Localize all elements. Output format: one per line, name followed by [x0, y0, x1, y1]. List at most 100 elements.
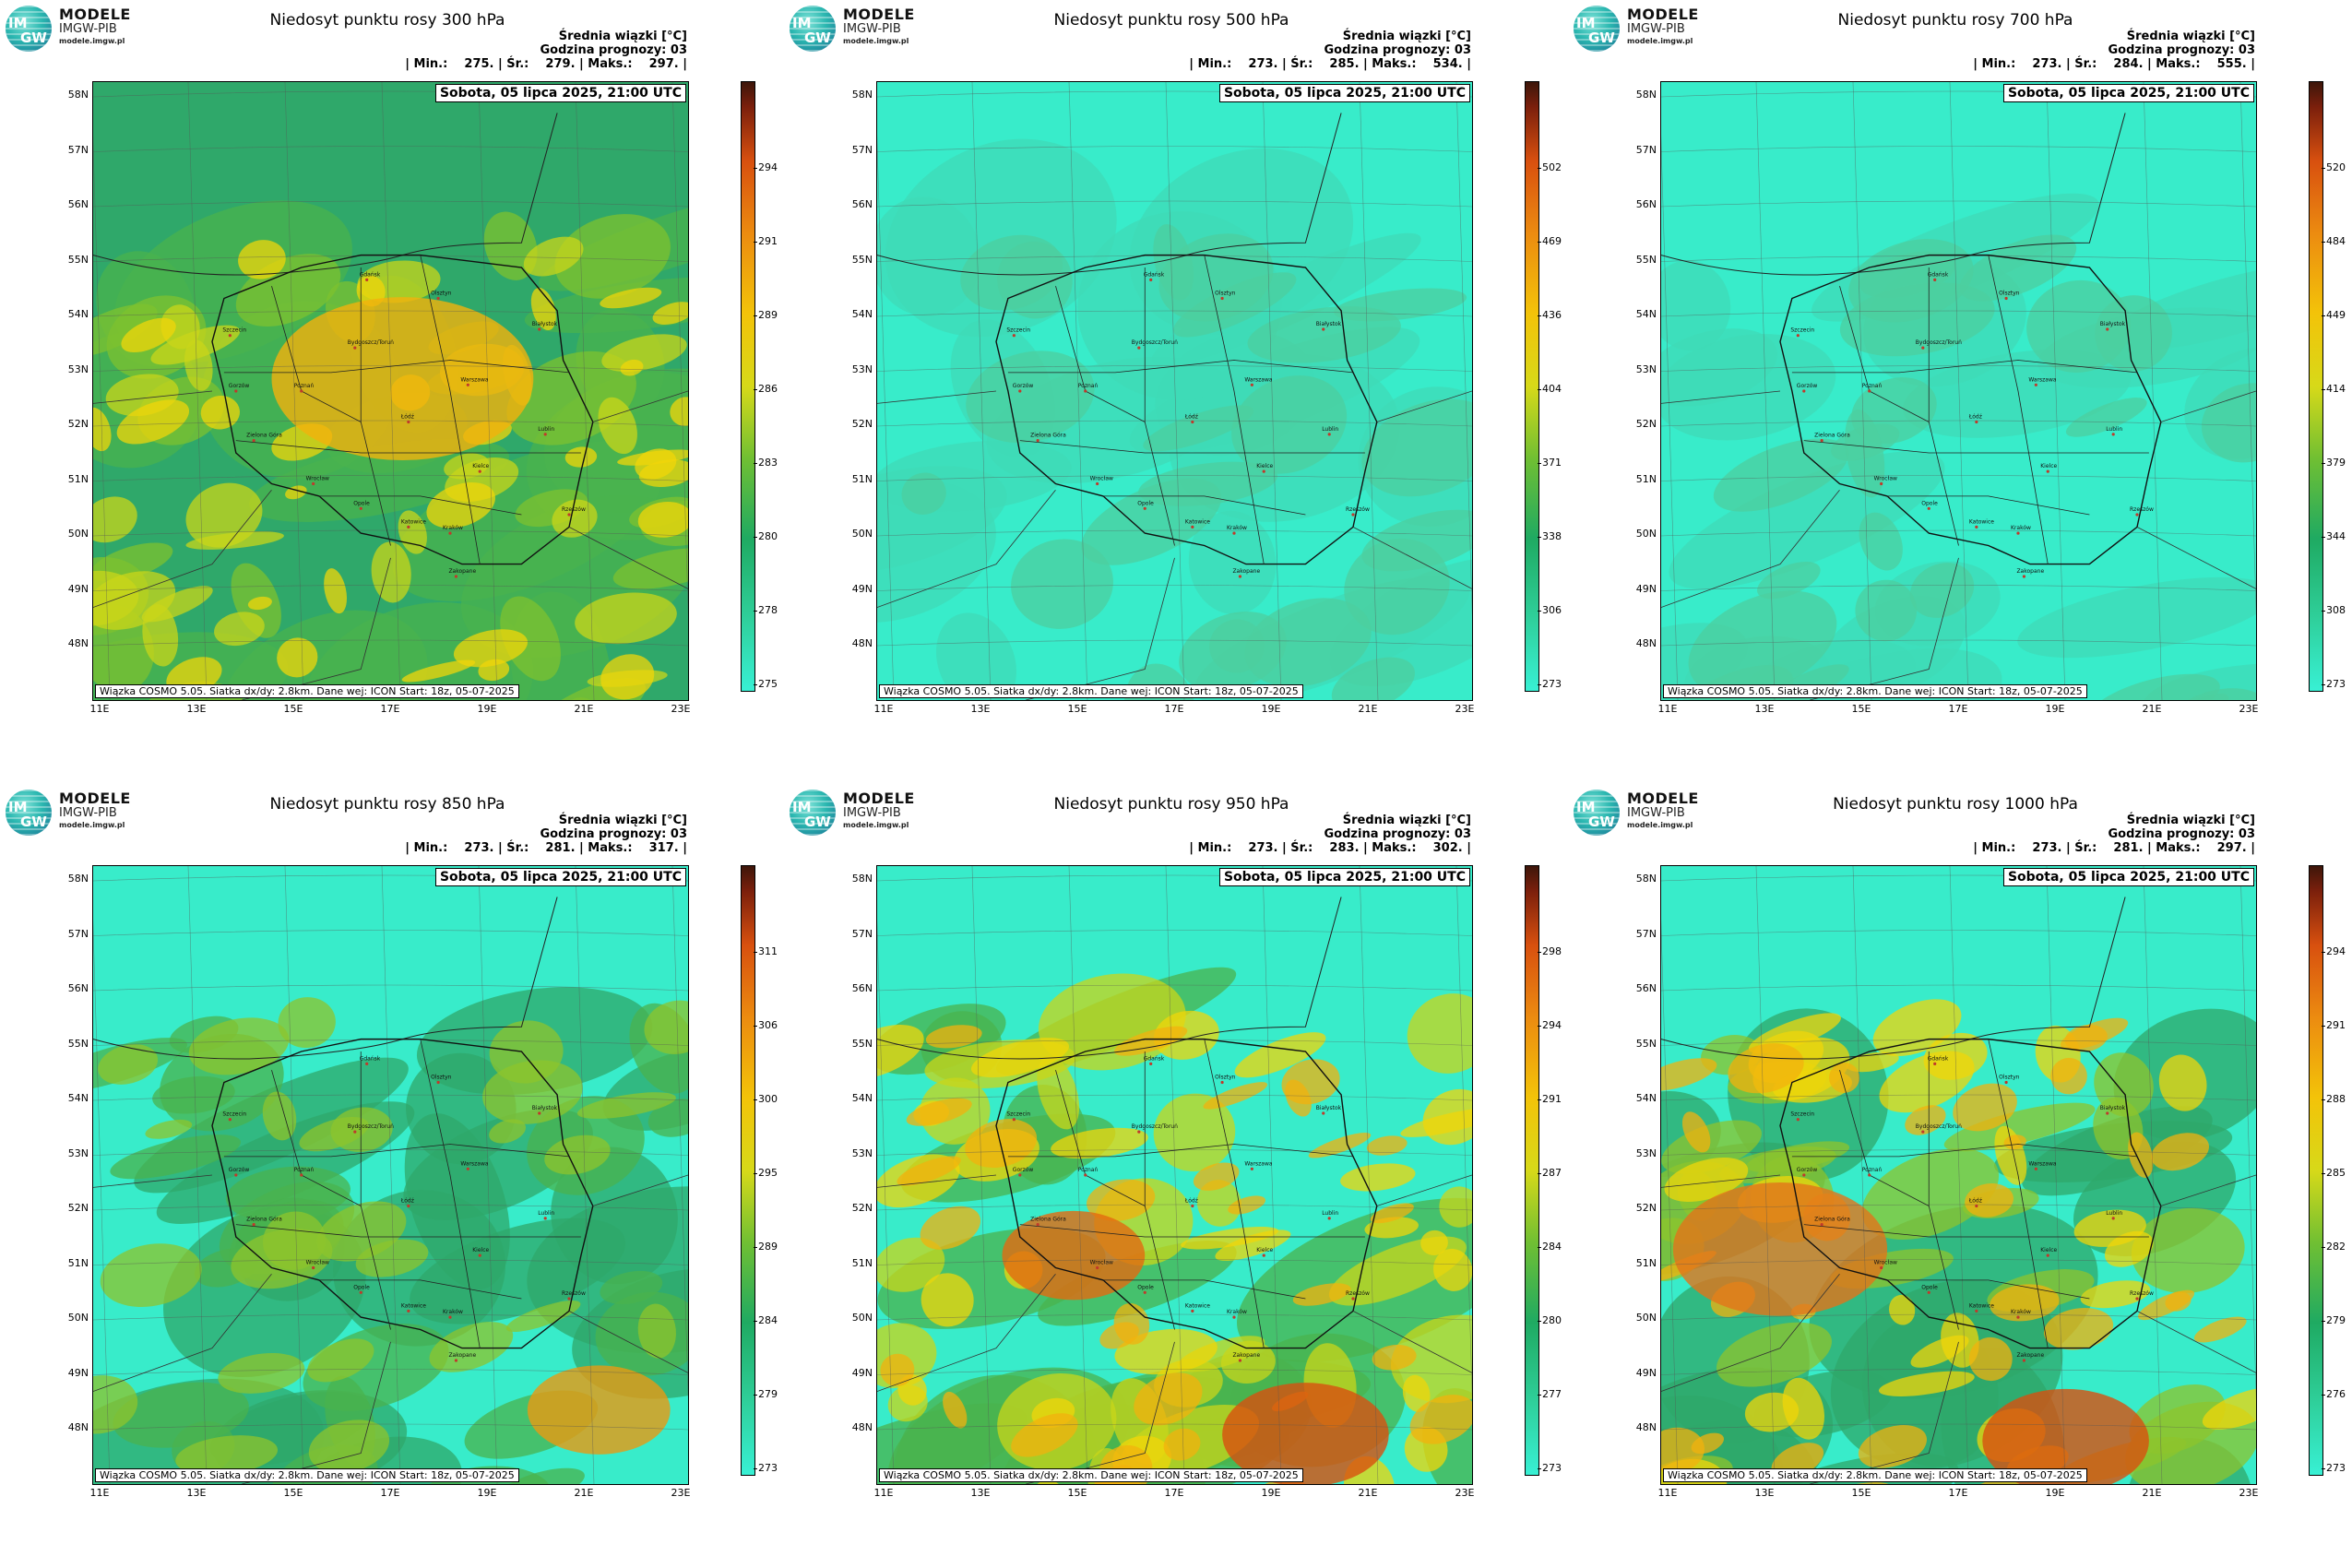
parallel-line — [877, 200, 1472, 208]
latitude-label: 51N — [851, 472, 873, 485]
field-blob — [2073, 1209, 2146, 1247]
field-blob — [113, 1382, 249, 1448]
latitude-label: 53N — [67, 1146, 89, 1159]
logo-url: modele.imgw.pl — [59, 821, 125, 829]
field-blob — [1037, 1055, 1080, 1130]
voivodeship-border — [360, 1051, 391, 1330]
field-blob — [307, 1338, 374, 1383]
field-blob — [100, 1243, 202, 1307]
field-blob — [997, 241, 1073, 319]
city-marker — [2106, 327, 2109, 331]
latitude-label: 49N — [1635, 582, 1657, 595]
city-marker — [1036, 1223, 1039, 1227]
longitude-label: 21E — [1358, 703, 1378, 715]
city-label: Gorzów — [1013, 1167, 1034, 1173]
city-label: Zakopane — [1232, 568, 1260, 575]
city-label: Poznań — [1862, 383, 1883, 389]
field-blob — [877, 1237, 945, 1292]
parallel-line — [877, 1423, 1472, 1431]
field-blob — [231, 1229, 333, 1289]
latitude-label: 52N — [851, 1202, 873, 1214]
parallel-line — [1661, 420, 2256, 427]
city-label: Zielona Góra — [1814, 1217, 1850, 1223]
colorbar-tick-label: 275 — [758, 678, 778, 690]
latitude-label: 58N — [851, 873, 873, 885]
longitude-label: 23E — [671, 703, 691, 715]
city-label: Białystok — [532, 321, 558, 327]
city-marker — [2022, 575, 2026, 578]
forecast-panel: IM GW MODELE IMGW-PIB modele.imgw.pl Niedosyt… — [0, 0, 784, 784]
field-blob — [2151, 1133, 2209, 1171]
parallel-line — [93, 146, 688, 152]
field-blob — [920, 1206, 981, 1250]
city-label: Warszawa — [1244, 1160, 1273, 1167]
city-label: Gorzów — [1797, 1167, 1818, 1173]
city-marker — [353, 1130, 357, 1134]
colorbar-tick-label: 287 — [1542, 1167, 1562, 1179]
forecast-panel: IM GW MODELE IMGW-PIB modele.imgw.pl Niedosyt… — [784, 784, 1568, 1568]
colorbar-tick-label: 295 — [758, 1167, 778, 1179]
imgw-logo: IM GW MODELE IMGW-PIB modele.imgw.pl — [6, 790, 153, 836]
field-blob — [637, 1303, 676, 1359]
field-blob — [1965, 1183, 2013, 1218]
field-blob — [2065, 398, 2147, 437]
colorbar-tick — [2322, 389, 2325, 390]
field-blob — [218, 1352, 305, 1394]
field-blob — [1215, 1229, 1291, 1261]
imgw-logo: IM GW MODELE IMGW-PIB modele.imgw.pl — [790, 790, 937, 836]
colorbar-tick — [1538, 611, 1541, 612]
city-marker — [466, 1167, 469, 1170]
logo-name: MODELE — [59, 6, 131, 23]
field-blob — [2129, 1384, 2226, 1455]
ensemble-info: Średnia wiązki [°C] Godzina prognozy: 03 |… — [405, 814, 687, 855]
colorbar-tick-label: 284 — [758, 1314, 778, 1326]
latitude-label: 48N — [67, 1421, 89, 1433]
field-blob — [600, 654, 655, 700]
longitude-label: 23E — [2239, 1487, 2259, 1499]
latitude-label: 57N — [851, 143, 873, 156]
field-blob — [575, 592, 677, 645]
voivodeship-border — [1803, 440, 2149, 454]
meridian-line — [1359, 82, 1379, 700]
field-blob — [1234, 1032, 1326, 1078]
field-blob — [2080, 1280, 2151, 1309]
field-blob — [505, 1301, 581, 1332]
field-blob — [121, 317, 176, 353]
latitude-label: 57N — [1635, 927, 1657, 940]
colorbar-tick-label: 414 — [2326, 383, 2346, 395]
latitude-label: 49N — [851, 1366, 873, 1379]
field-blob — [530, 287, 556, 331]
field-blob — [150, 325, 241, 365]
longitude-label: 19E — [1261, 1487, 1281, 1499]
city-label: Zakopane — [1232, 1352, 1260, 1359]
longitude-label: 15E — [283, 1487, 303, 1499]
field-blob — [2003, 1134, 2026, 1150]
field-blob — [1719, 1146, 1836, 1183]
colorbar-tick-label: 436 — [1542, 309, 1562, 321]
city-marker — [228, 334, 232, 338]
city-marker — [1927, 506, 1930, 510]
city-marker — [1327, 1217, 1331, 1220]
meridian-line — [2046, 866, 2066, 1484]
ensemble-subtitle: Średnia wiązki [°C] — [558, 814, 687, 827]
field-blob — [554, 214, 671, 299]
voivodeship-border — [1204, 255, 1265, 564]
city-label: Kraków — [1227, 1309, 1247, 1315]
city-label: Rzeszów — [1346, 506, 1370, 513]
city-label: Kraków — [2011, 525, 2031, 531]
latitude-label: 56N — [1635, 982, 1657, 994]
latitude-label: 51N — [67, 1256, 89, 1269]
parallel-line — [877, 365, 1472, 372]
colorbar-tick — [2322, 611, 2325, 612]
colorbar-tick-label: 279 — [2326, 1314, 2346, 1326]
latitude-label: 58N — [67, 873, 89, 885]
logo-name: MODELE — [843, 6, 915, 23]
forecast-field: Gdańsk Olsztyn Szczecin Bydgoszcz/Toruń Biał… — [93, 82, 688, 700]
field-blob — [670, 397, 688, 426]
city-marker — [478, 469, 481, 473]
longitude-label: 19E — [2045, 703, 2065, 715]
parallel-line — [877, 310, 1472, 317]
city-label: Olsztyn — [1215, 1075, 1236, 1081]
city-marker — [1975, 1309, 1978, 1313]
longitude-label: 15E — [1067, 1487, 1087, 1499]
